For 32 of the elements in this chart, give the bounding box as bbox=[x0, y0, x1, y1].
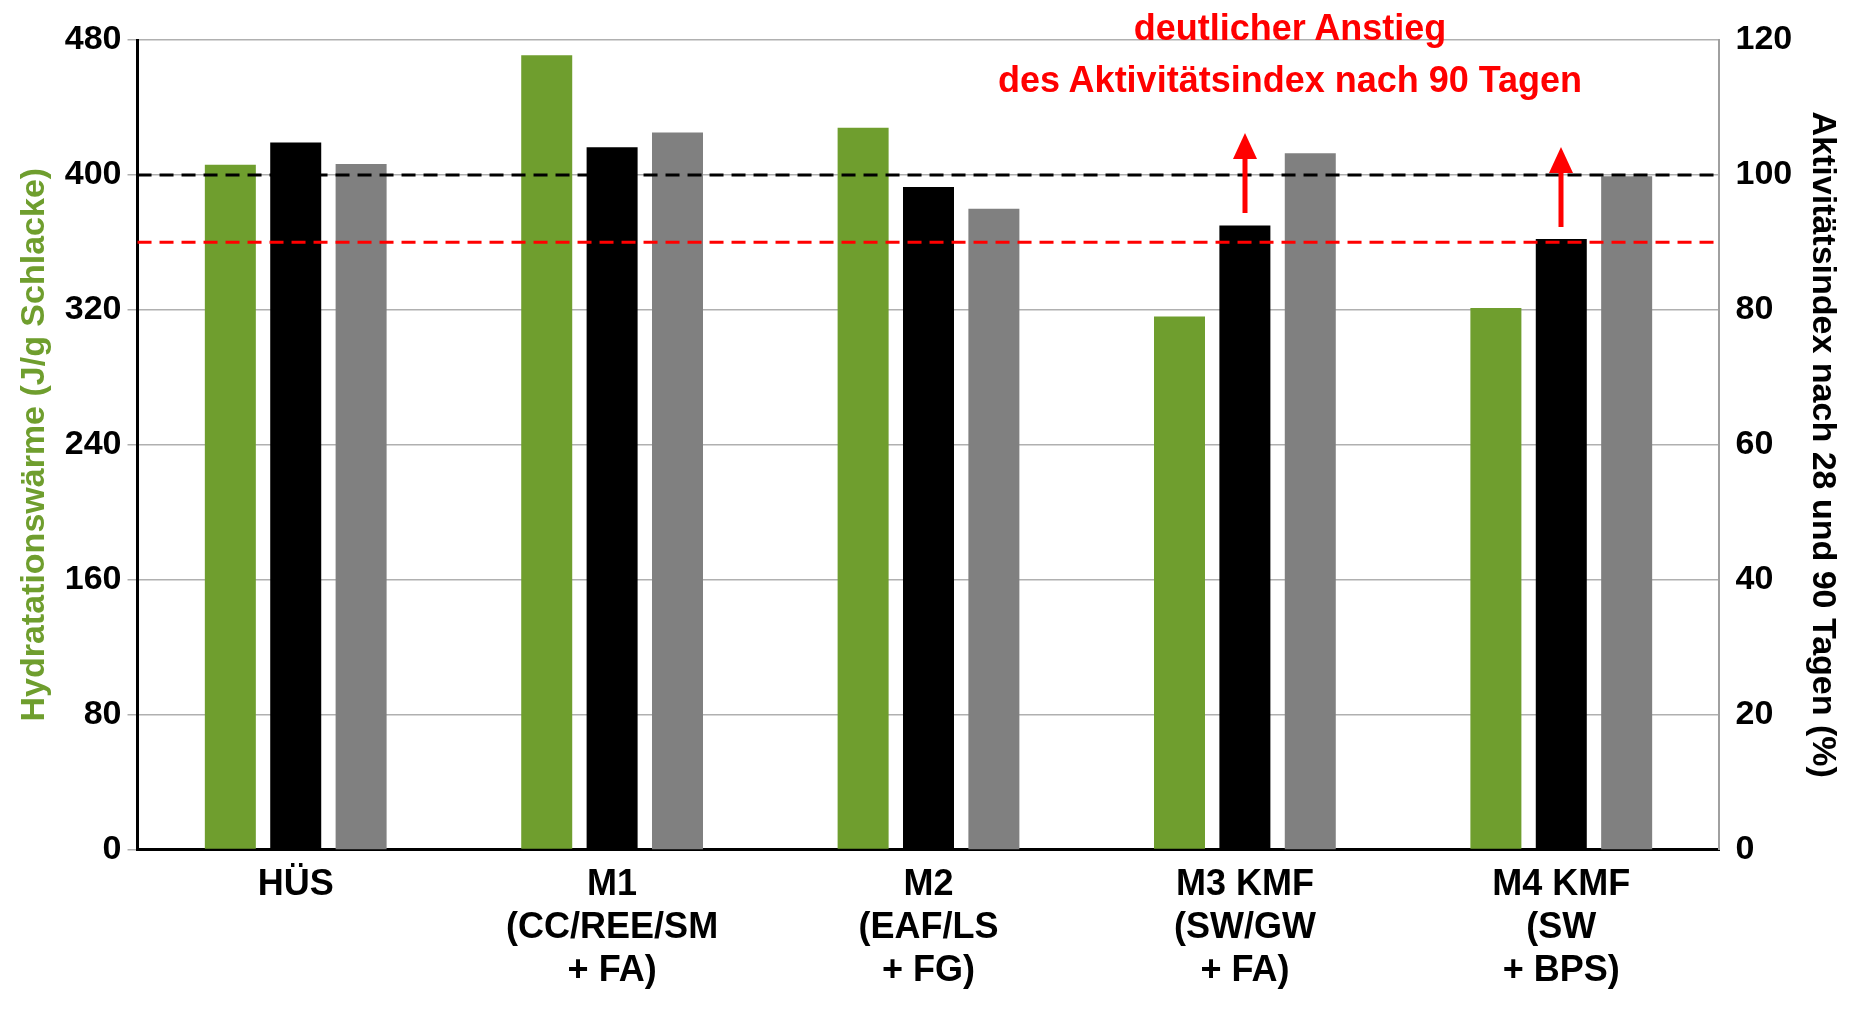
bar bbox=[204, 164, 256, 849]
x-tick-label: M4 KMF (SW + BPS) bbox=[1492, 861, 1631, 990]
y2-tick-label: 20 bbox=[1735, 692, 1774, 731]
y-tick-label: 160 bbox=[64, 557, 122, 596]
y-tick-label: 240 bbox=[64, 423, 122, 462]
y-tick-label: 80 bbox=[83, 692, 122, 731]
y-tick-label: 320 bbox=[64, 288, 122, 327]
y2-tick-label: 120 bbox=[1735, 18, 1793, 57]
x-tick-label: M3 KMF (SW/GW + FA) bbox=[1173, 861, 1316, 990]
x-tick-label: HÜS bbox=[257, 861, 334, 903]
y2-tick-label: 0 bbox=[1735, 827, 1755, 866]
annotation: deutlicher Anstieg des Aktivitätsindex nach 90 Tagen bbox=[997, 7, 1583, 100]
y2-tick-label: 100 bbox=[1735, 153, 1793, 192]
bar bbox=[335, 164, 387, 850]
bar bbox=[1284, 153, 1336, 850]
bar bbox=[968, 208, 1020, 850]
y-tick-label: 0 bbox=[102, 827, 122, 866]
bar bbox=[1154, 316, 1205, 849]
bar bbox=[1470, 308, 1522, 849]
y2-tick-label: 40 bbox=[1735, 557, 1774, 596]
bar bbox=[521, 55, 573, 849]
bar bbox=[652, 132, 703, 850]
y-tick-label: 400 bbox=[64, 153, 122, 192]
x-tick-label: M2 (EAF/LS + FG) bbox=[858, 861, 999, 990]
y-axis-title: Hydratationswärme (J/g Schlacke) bbox=[12, 167, 51, 722]
y2-tick-label: 60 bbox=[1735, 423, 1774, 462]
bar bbox=[837, 127, 889, 849]
y-tick-label: 480 bbox=[64, 18, 122, 57]
y2-axis-title: Aktivitätsindex nach 28 und 90 Tagen (%) bbox=[1806, 111, 1845, 778]
x-tick-label: M1 (CC/REE/SM + FA) bbox=[506, 861, 719, 990]
y2-tick-label: 80 bbox=[1735, 288, 1774, 327]
bar bbox=[1601, 176, 1653, 850]
